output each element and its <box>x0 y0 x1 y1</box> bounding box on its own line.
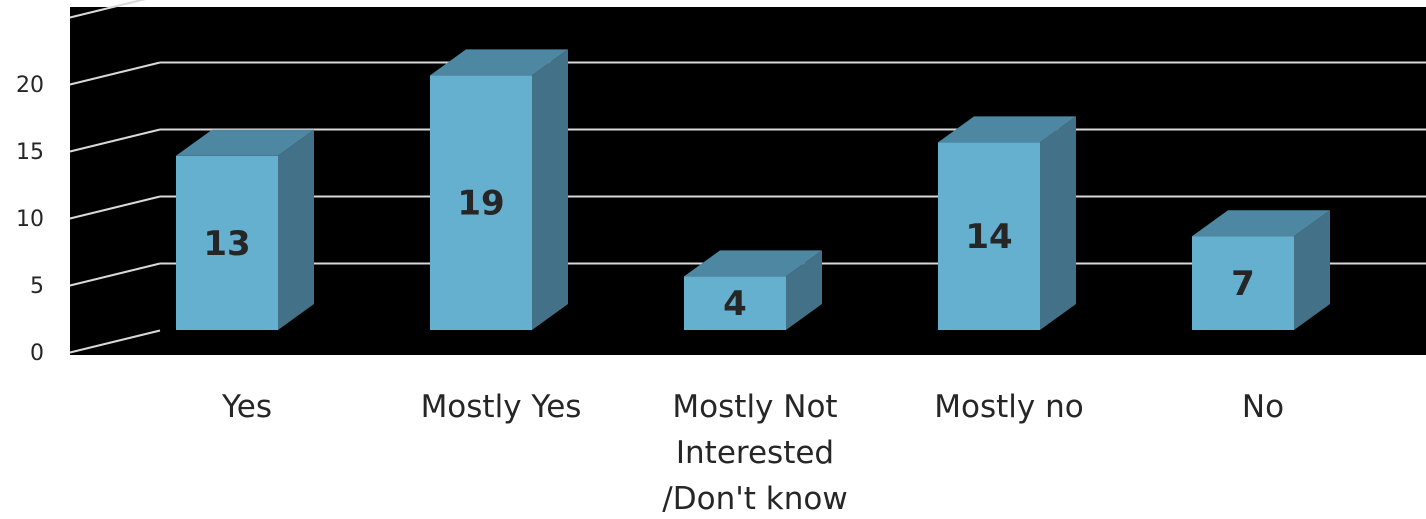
data-label: 19 <box>457 184 504 224</box>
y-tick-label: 0 <box>30 341 44 366</box>
gridline-diagonal <box>69 128 161 153</box>
bar-side <box>1040 116 1076 331</box>
x-axis-categories: Yes Mostly Yes Mostly Not Interested/Don't … <box>221 389 1284 517</box>
category-label: Mostly no <box>934 389 1083 425</box>
bar: 4 <box>684 250 822 330</box>
category-label: No <box>1242 389 1284 425</box>
bar-top <box>430 49 568 76</box>
y-tick-label: 20 <box>16 73 44 98</box>
bar-top <box>938 116 1076 143</box>
bar-front <box>1192 236 1294 330</box>
bar: 7 <box>1192 210 1330 330</box>
data-label: 14 <box>965 217 1012 257</box>
category-label: Mostly Not Interested/Don't know <box>662 389 847 517</box>
bar-top <box>176 129 314 156</box>
gridline-diagonal <box>69 262 161 287</box>
bar: 19 <box>430 49 568 331</box>
y-tick-label: 10 <box>16 207 44 232</box>
bar-front <box>430 75 532 331</box>
bar-front <box>176 155 278 330</box>
gridline-diagonal <box>69 329 161 354</box>
bar-top <box>684 250 822 277</box>
gridline-diagonal <box>69 61 161 86</box>
bar-front <box>684 276 786 330</box>
category-label: Yes <box>221 389 272 425</box>
bar-side <box>786 250 822 330</box>
bar: 14 <box>938 116 1076 331</box>
bar-side <box>1294 210 1330 330</box>
bar-top <box>1192 210 1330 237</box>
y-axis-ticks: 0 5 10 15 20 <box>16 73 44 366</box>
y-tick-label: 15 <box>16 140 44 165</box>
data-label: 7 <box>1231 264 1255 304</box>
gridline-diagonal <box>69 195 161 220</box>
bar-front <box>938 142 1040 330</box>
bar-side <box>532 49 568 331</box>
data-label: 13 <box>203 224 250 264</box>
gridline-diagonal <box>69 0 146 19</box>
bars: 13 19 4 14 7 <box>176 49 1330 331</box>
category-label: Mostly Yes <box>421 389 582 425</box>
data-label: 4 <box>723 284 747 324</box>
y-tick-label: 5 <box>30 274 44 299</box>
bar: 13 <box>176 129 314 330</box>
bar-side <box>278 129 314 330</box>
